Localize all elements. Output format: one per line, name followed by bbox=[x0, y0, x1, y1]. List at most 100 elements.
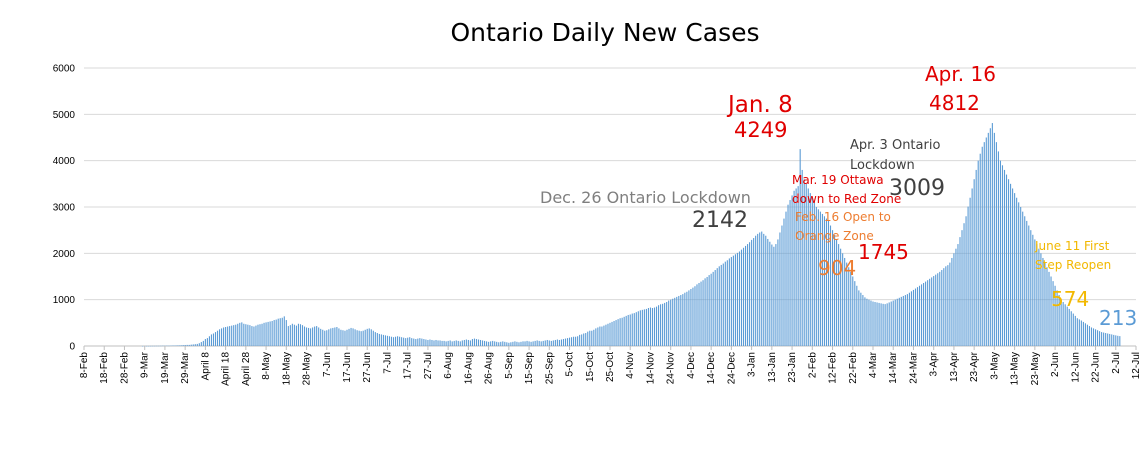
bar bbox=[1086, 324, 1089, 346]
bar bbox=[1022, 211, 1024, 346]
bar bbox=[326, 330, 328, 346]
x-tick-label: 2-Jul bbox=[1111, 352, 1122, 374]
bar bbox=[931, 277, 933, 346]
bar bbox=[210, 334, 213, 346]
x-tick-label: 2-Feb bbox=[807, 352, 818, 379]
y-tick-label: 5000 bbox=[53, 110, 76, 121]
bar bbox=[882, 303, 884, 346]
bar bbox=[1010, 183, 1012, 346]
bar bbox=[214, 332, 217, 346]
bar bbox=[615, 320, 617, 346]
bar bbox=[263, 322, 265, 346]
bar bbox=[221, 328, 223, 346]
bar bbox=[874, 301, 876, 346]
bar bbox=[807, 188, 809, 346]
bar bbox=[293, 324, 295, 346]
bar bbox=[643, 309, 645, 346]
x-tick-label: 14-Mar bbox=[888, 351, 899, 383]
x-tick-label: 17-Jun bbox=[342, 352, 353, 383]
bar bbox=[568, 337, 571, 346]
bar bbox=[951, 257, 953, 346]
bar bbox=[999, 160, 1002, 346]
bar bbox=[194, 344, 196, 346]
bar bbox=[953, 253, 955, 346]
bar bbox=[538, 340, 540, 346]
bar bbox=[344, 330, 346, 346]
x-tick-label: 3-May bbox=[989, 352, 1000, 380]
bar bbox=[884, 304, 886, 346]
bar bbox=[949, 262, 951, 346]
bar bbox=[653, 307, 656, 346]
bar bbox=[581, 334, 583, 346]
bar bbox=[728, 258, 730, 346]
bar bbox=[196, 343, 198, 346]
bar bbox=[1024, 216, 1026, 346]
bar bbox=[166, 345, 168, 347]
bar bbox=[987, 132, 989, 346]
bar bbox=[380, 334, 382, 346]
bar bbox=[985, 137, 987, 346]
annotation-label: Step Reopen bbox=[1035, 258, 1112, 272]
bar bbox=[259, 324, 261, 346]
bar bbox=[688, 290, 690, 346]
bar bbox=[208, 336, 210, 346]
x-tick-label: April 8 bbox=[200, 352, 211, 381]
bar bbox=[1088, 326, 1091, 346]
x-tick-label: 8-Feb bbox=[79, 352, 90, 379]
x-tick-label: 23-May bbox=[1030, 352, 1041, 385]
bar bbox=[496, 341, 498, 346]
bar bbox=[1064, 304, 1066, 346]
bar bbox=[348, 328, 350, 346]
bar bbox=[947, 265, 949, 346]
bar bbox=[441, 340, 443, 346]
annotation-label: 1745 bbox=[858, 240, 909, 264]
bar bbox=[423, 339, 425, 346]
bar bbox=[484, 340, 486, 346]
bar bbox=[825, 218, 828, 346]
bar bbox=[649, 307, 652, 346]
bar bbox=[603, 325, 605, 346]
bar bbox=[850, 271, 852, 346]
bar bbox=[413, 338, 415, 346]
x-tick-label: 18-Feb bbox=[99, 352, 110, 384]
bar bbox=[1007, 179, 1010, 346]
bar bbox=[295, 325, 297, 346]
bar bbox=[706, 276, 708, 346]
x-tick-label: 22-Jun bbox=[1091, 352, 1102, 383]
x-tick-label: 7-Jul bbox=[382, 352, 393, 374]
bar bbox=[399, 336, 401, 346]
bar bbox=[390, 336, 393, 346]
bar bbox=[1105, 333, 1107, 346]
x-tick-label: 15-Sep bbox=[524, 352, 535, 385]
bar bbox=[852, 276, 854, 346]
bar bbox=[633, 313, 635, 346]
bar bbox=[310, 328, 312, 346]
x-tick-label: 26-Aug bbox=[484, 352, 495, 384]
bar bbox=[692, 287, 694, 346]
bar bbox=[1082, 321, 1084, 346]
bar bbox=[890, 301, 892, 346]
bar bbox=[522, 341, 524, 346]
bar bbox=[245, 324, 247, 346]
bar bbox=[637, 311, 639, 346]
bar bbox=[868, 299, 870, 346]
bar bbox=[935, 274, 937, 346]
bar bbox=[957, 244, 959, 346]
bar bbox=[791, 195, 793, 346]
bar bbox=[573, 336, 575, 346]
bar bbox=[888, 302, 890, 346]
bar bbox=[475, 339, 478, 346]
bar bbox=[923, 282, 925, 346]
bar bbox=[330, 328, 332, 346]
x-tick-label: 3-Apr bbox=[929, 351, 940, 376]
bar bbox=[443, 340, 445, 346]
bar bbox=[526, 340, 528, 346]
bar bbox=[536, 340, 538, 346]
bar bbox=[797, 186, 799, 346]
bar bbox=[156, 345, 158, 347]
bar bbox=[864, 297, 866, 346]
bar bbox=[732, 255, 734, 346]
bar bbox=[229, 326, 231, 346]
bar bbox=[154, 345, 156, 347]
